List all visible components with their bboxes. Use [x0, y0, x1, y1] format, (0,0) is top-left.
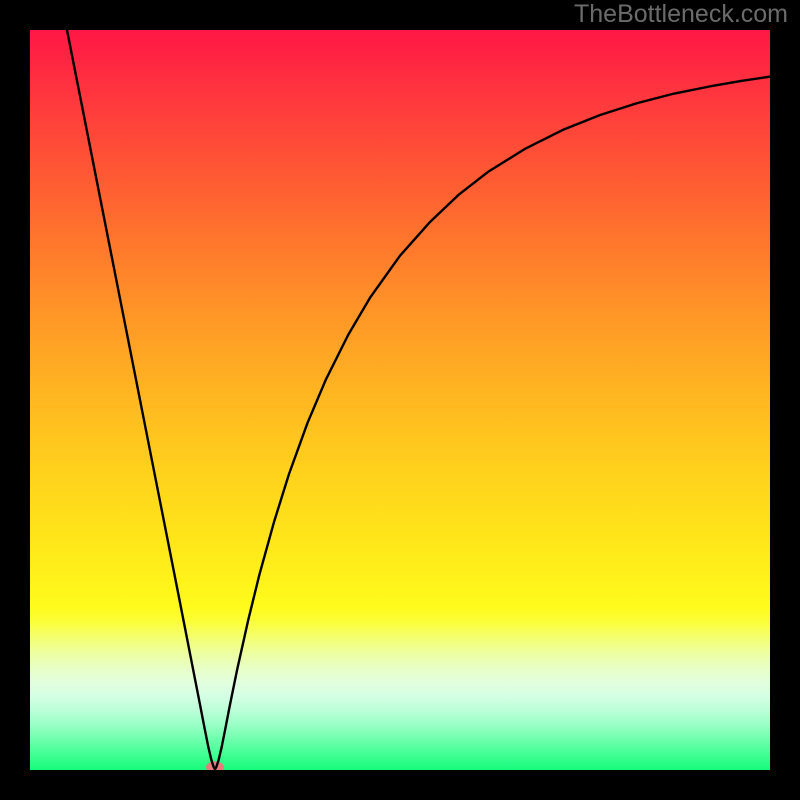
- watermark-text: TheBottleneck.com: [574, 0, 788, 28]
- bottleneck-chart: TheBottleneck.com: [0, 0, 800, 800]
